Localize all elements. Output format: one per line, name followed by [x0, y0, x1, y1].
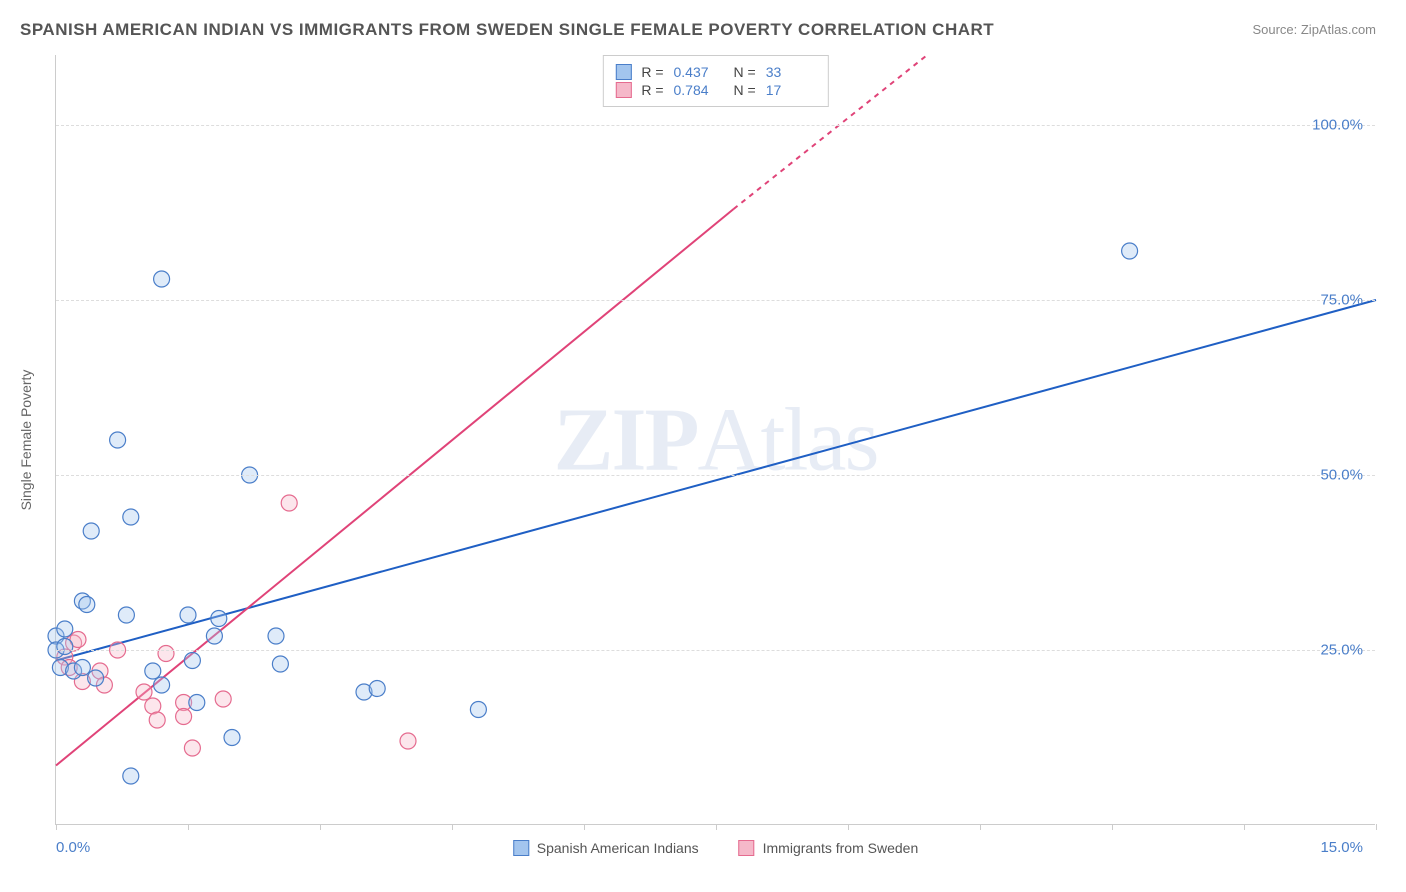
n-value-series1: 33 [766, 64, 816, 80]
x-tick-label: 0.0% [56, 839, 90, 856]
data-point [154, 677, 170, 693]
plot-svg [56, 55, 1375, 824]
x-tick [320, 824, 321, 830]
x-tick [848, 824, 849, 830]
data-point [272, 656, 288, 672]
gridline [56, 300, 1375, 301]
x-tick [584, 824, 585, 830]
data-point [123, 509, 139, 525]
data-point [211, 611, 227, 627]
source-label: Source: ZipAtlas.com [1252, 22, 1376, 37]
data-point [88, 670, 104, 686]
data-point [110, 432, 126, 448]
data-point [268, 628, 284, 644]
legend-row-series1: R = 0.437 N = 33 [615, 64, 815, 80]
y-axis-label: Single Female Poverty [18, 370, 34, 511]
data-point [57, 639, 73, 655]
data-point [369, 681, 385, 697]
data-point [206, 628, 222, 644]
legend-item-series2: Immigrants from Sweden [739, 840, 919, 856]
legend-row-series2: R = 0.784 N = 17 [615, 82, 815, 98]
gridline [56, 650, 1375, 651]
x-tick [716, 824, 717, 830]
series1-label: Spanish American Indians [537, 840, 699, 856]
correlation-legend: R = 0.437 N = 33 R = 0.784 N = 17 [602, 55, 828, 107]
swatch-series2 [615, 82, 631, 98]
data-point [145, 663, 161, 679]
correlation-chart-container: SPANISH AMERICAN INDIAN VS IMMIGRANTS FR… [0, 0, 1406, 892]
n-value-series2: 17 [766, 82, 816, 98]
data-point [470, 702, 486, 718]
y-tick-label: 50.0% [1320, 467, 1363, 484]
data-point [184, 653, 200, 669]
data-point [215, 691, 231, 707]
data-point [158, 646, 174, 662]
plot-area: ZIPAtlas R = 0.437 N = 33 R = 0.784 N = … [55, 55, 1375, 825]
x-tick [1376, 824, 1377, 830]
swatch-series2-bottom [739, 840, 755, 856]
legend-item-series1: Spanish American Indians [513, 840, 699, 856]
y-tick-label: 75.0% [1320, 292, 1363, 309]
x-tick [1112, 824, 1113, 830]
x-tick [1244, 824, 1245, 830]
data-point [400, 733, 416, 749]
data-point [281, 495, 297, 511]
data-point [154, 271, 170, 287]
data-point [79, 597, 95, 613]
data-point [83, 523, 99, 539]
data-point [184, 740, 200, 756]
data-point [1122, 243, 1138, 259]
swatch-series1-bottom [513, 840, 529, 856]
data-point [74, 660, 90, 676]
series2-label: Immigrants from Sweden [763, 840, 919, 856]
x-tick [56, 824, 57, 830]
data-point [123, 768, 139, 784]
chart-title: SPANISH AMERICAN INDIAN VS IMMIGRANTS FR… [20, 20, 994, 40]
data-point [224, 730, 240, 746]
y-tick-label: 25.0% [1320, 642, 1363, 659]
swatch-series1 [615, 64, 631, 80]
data-point [136, 684, 152, 700]
y-tick-label: 100.0% [1312, 117, 1363, 134]
series-legend: Spanish American Indians Immigrants from… [513, 840, 918, 856]
x-tick-label: 15.0% [1320, 839, 1363, 856]
data-point [118, 607, 134, 623]
gridline [56, 125, 1375, 126]
data-point [176, 709, 192, 725]
gridline [56, 475, 1375, 476]
data-point [57, 621, 73, 637]
data-point [189, 695, 205, 711]
r-value-series1: 0.437 [674, 64, 724, 80]
r-value-series2: 0.784 [674, 82, 724, 98]
x-tick [980, 824, 981, 830]
x-tick [452, 824, 453, 830]
data-point [149, 712, 165, 728]
x-tick [188, 824, 189, 830]
data-point [180, 607, 196, 623]
